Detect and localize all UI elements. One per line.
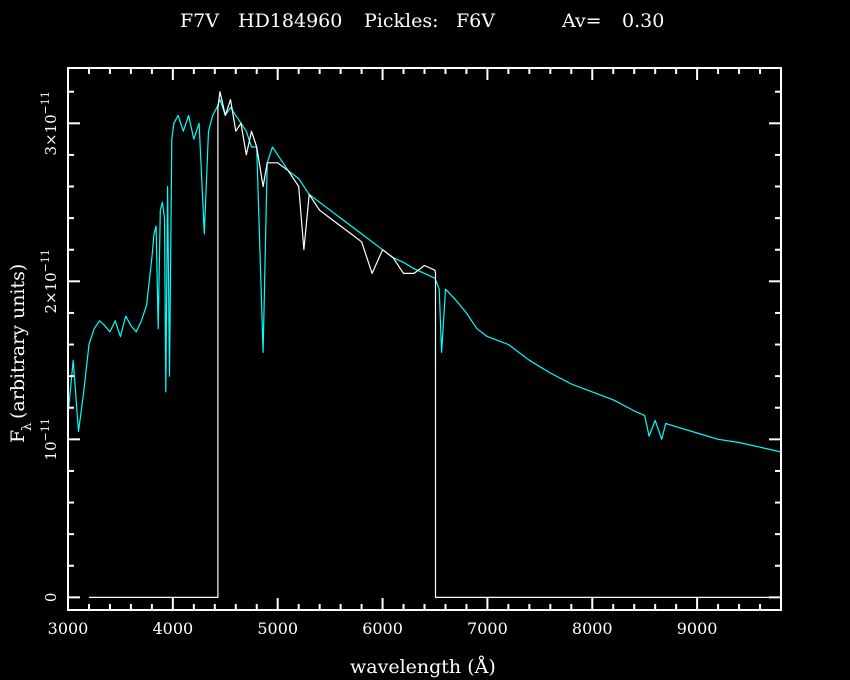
plot-frame (67, 67, 782, 611)
x-axis-label: wavelength (Å) (350, 656, 496, 678)
av-value: 0.30 (622, 10, 665, 32)
y-tick-label: 3×10−11 (39, 91, 60, 155)
x-tick-label: 7000 (467, 619, 508, 638)
y-tick-label-text: 10−11 (39, 418, 60, 460)
y-tick-label: 0 (42, 593, 60, 603)
series-line-template (67, 98, 782, 453)
y-tick-label-text: 3×10−11 (39, 91, 60, 155)
y-tick-label-text: 2×10−11 (39, 249, 60, 313)
spectral-type: F7V (180, 10, 219, 32)
y-axis-label-subscript: λ (20, 423, 35, 431)
series-layer (67, 91, 782, 599)
y-tick-label-text: 0 (42, 593, 60, 603)
x-tick-label: 5000 (257, 619, 298, 638)
x-tick-label: 8000 (572, 619, 613, 638)
x-tick-label: 4000 (152, 619, 193, 638)
x-tick-label: 9000 (677, 619, 718, 638)
y-tick-label: 10−11 (39, 418, 60, 460)
y-axis-label: F λ (arbitrary units) (7, 264, 35, 443)
y-axis-label-f: F (7, 430, 29, 443)
pickles-type: F6V (456, 10, 495, 32)
y-axis-label-units: (arbitrary units) (7, 264, 29, 419)
x-tick-label: 6000 (362, 619, 403, 638)
chart-title: F7V HD184960 Pickles: F6V Av= 0.30 (0, 10, 850, 34)
pickles-label: Pickles: (364, 10, 439, 32)
series-line-observed (89, 91, 781, 599)
tick-layer: 3000 4000 5000 6000 7000 8000 9000 0 10−11 2×10−1… (39, 68, 782, 638)
star-name: HD184960 (238, 10, 343, 32)
y-tick-label: 2×10−11 (39, 249, 60, 313)
av-label: Av= (562, 10, 602, 32)
x-tick-label: 3000 (48, 619, 89, 638)
